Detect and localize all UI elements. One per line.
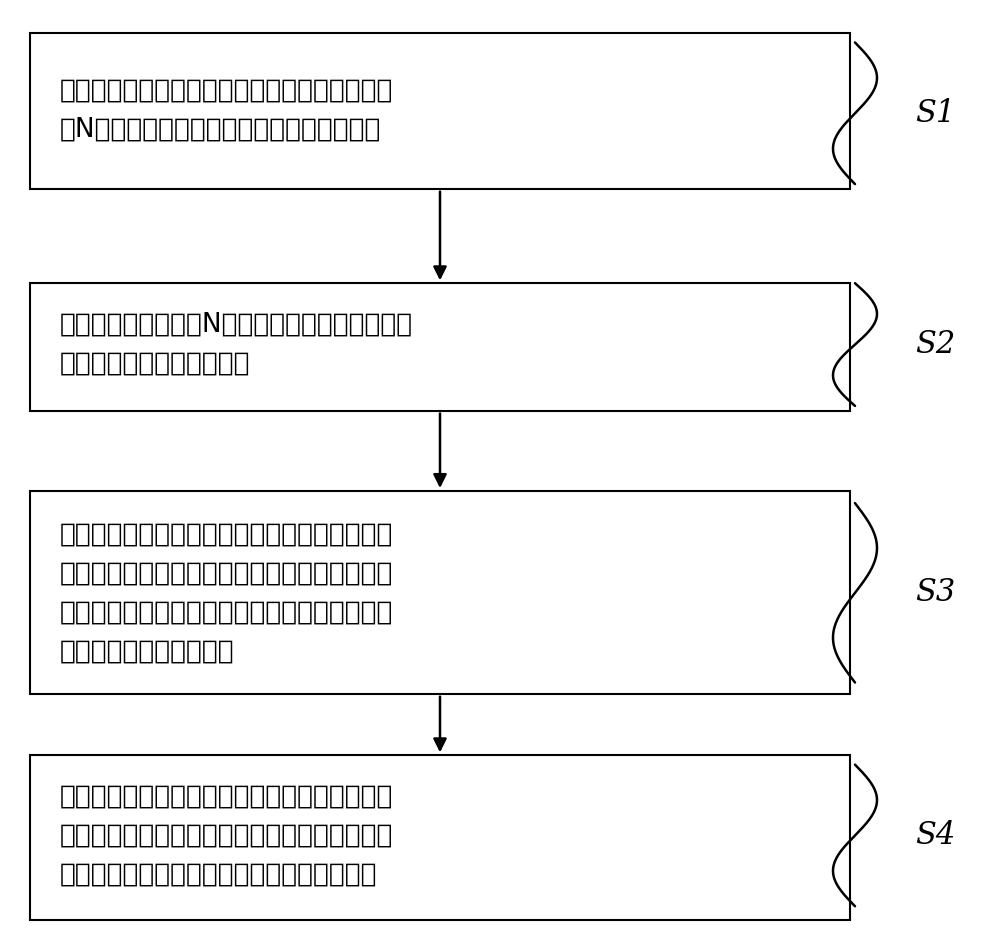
Bar: [30, 283, 850, 411]
Bar: [30, 755, 850, 920]
Text: 射频接收器在皮带的正常运行过程中接收运行至
其下方的电子标签发射的射频信号，形成包含电
子标签射频采集时刻、电子标签编号、以及皮带
实时运行速度的数据库；: 射频接收器在皮带的正常运行过程中接收运行至 其下方的电子标签发射的射频信号，形成…: [60, 521, 393, 665]
Text: 利用成像单元以相同的图像采集频率连续获取具
有N条平行激光光线的皮带的非工作面图像；: 利用成像单元以相同的图像采集频率连续获取具 有N条平行激光光线的皮带的非工作面图…: [60, 78, 393, 143]
Text: S3: S3: [915, 578, 955, 608]
Text: S2: S2: [915, 329, 955, 360]
Text: S1: S1: [915, 98, 955, 128]
Text: 依次对每张图像上的N条平行激光光线进行识别，
并判断皮带出现撕裂异常；: 依次对每张图像上的N条平行激光光线进行识别， 并判断皮带出现撕裂异常；: [60, 312, 413, 377]
Bar: [30, 491, 850, 694]
Bar: [30, 33, 850, 189]
Text: S4: S4: [915, 820, 955, 851]
Text: 调取数据库中该异常图像采集时刻对应时间段内
由射频接收器识别到的两个电子标签的编号，以
确定异常图像对应在皮带上的具体位置范围。: 调取数据库中该异常图像采集时刻对应时间段内 由射频接收器识别到的两个电子标签的编…: [60, 784, 393, 887]
